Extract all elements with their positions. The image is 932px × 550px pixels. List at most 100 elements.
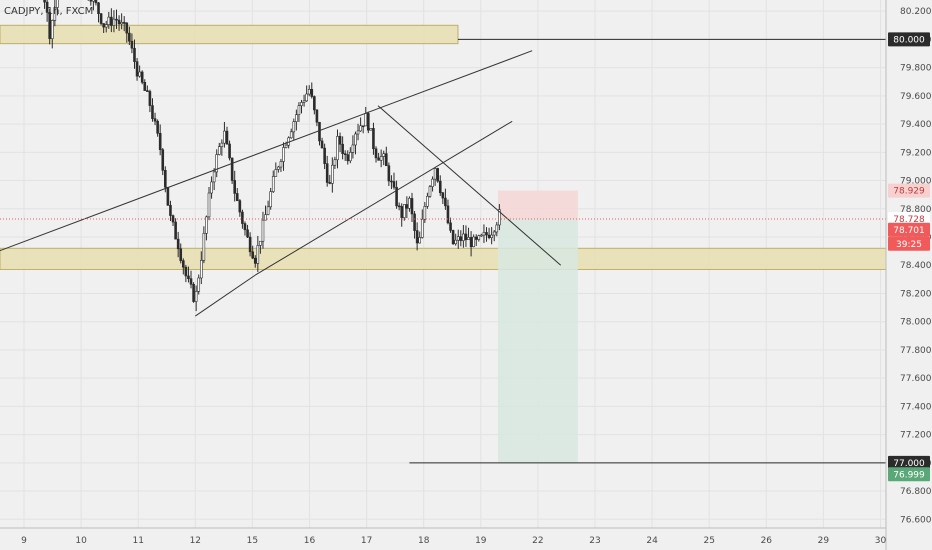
x-tick-label: 18: [418, 536, 430, 546]
candle-body: [179, 248, 183, 261]
candle: [225, 126, 229, 145]
candle: [210, 176, 213, 199]
candle-body: [320, 140, 324, 149]
candle-body: [217, 146, 221, 155]
candle-body: [338, 136, 342, 145]
candle-body: [282, 147, 285, 162]
candle: [104, 20, 108, 33]
y-tick-label: 78.200: [900, 289, 932, 299]
current-price-badge: 78.728: [893, 215, 925, 225]
candle-body: [426, 196, 429, 207]
candle-body: [292, 121, 296, 133]
candle-body: [43, 0, 46, 3]
candle-body: [223, 130, 226, 144]
candle: [92, 0, 95, 11]
candle: [282, 142, 285, 171]
candle: [382, 150, 386, 166]
candle: [259, 240, 262, 254]
candle-body: [125, 22, 129, 34]
candle-body: [212, 171, 216, 183]
candle-body: [433, 168, 437, 180]
candle-body: [233, 180, 236, 194]
candle: [251, 245, 254, 260]
trendline[interactable]: [195, 274, 256, 317]
candle-body: [495, 224, 499, 233]
candle-body: [482, 232, 486, 236]
candle-body: [333, 159, 337, 166]
candle: [269, 187, 272, 210]
candle: [230, 157, 234, 184]
level-80-badge-bg: [888, 32, 930, 47]
candle: [53, 0, 57, 27]
countdown-badge-bg: [888, 236, 930, 251]
candle-body: [99, 13, 103, 24]
drawn-lines[interactable]: [0, 38, 886, 464]
trendline[interactable]: [254, 120, 513, 276]
candle: [182, 258, 185, 275]
candle: [490, 227, 493, 245]
candle: [459, 230, 463, 247]
candle-body: [441, 192, 445, 199]
candle: [331, 157, 334, 193]
take-profit-area[interactable]: [497, 218, 578, 463]
candle: [395, 180, 398, 209]
candle-body: [408, 198, 411, 209]
candle-body: [97, 2, 100, 14]
x-tick-label: 24: [646, 536, 658, 546]
trendline[interactable]: [0, 50, 533, 266]
candle-body: [297, 105, 301, 116]
candle: [477, 234, 481, 242]
candle: [361, 125, 365, 134]
candle: [56, 0, 59, 16]
target-price-badge-bg: [888, 467, 930, 482]
candle: [130, 33, 134, 54]
y-tick-label: 77.600: [900, 374, 932, 384]
candle: [246, 224, 249, 238]
candle-body: [341, 143, 344, 154]
candle-body: [323, 147, 326, 164]
trendline[interactable]: [377, 105, 562, 266]
candle: [433, 167, 437, 186]
x-tick-label: 9: [21, 536, 27, 546]
candle: [351, 135, 355, 159]
candle: [420, 209, 424, 239]
candle: [436, 167, 439, 183]
candle: [359, 117, 362, 132]
stop-loss-area[interactable]: [497, 190, 578, 219]
candle: [228, 140, 231, 161]
candle: [356, 123, 360, 141]
y-tick-label: 79.200: [900, 148, 932, 158]
candle: [446, 199, 450, 225]
candle: [207, 187, 211, 221]
candle-body: [225, 130, 229, 145]
candle-body: [230, 157, 234, 181]
candle: [349, 147, 352, 164]
candle-body: [148, 91, 152, 106]
candle: [423, 201, 427, 223]
candle-body: [197, 277, 201, 292]
candle-body: [397, 205, 401, 208]
price-zones: [0, 24, 887, 270]
candle-body: [194, 291, 198, 302]
candle-body: [467, 237, 470, 241]
candle-body: [384, 153, 388, 167]
candle-body: [377, 157, 380, 161]
candle-body: [104, 24, 108, 28]
candle-body: [110, 16, 113, 26]
short-position-tool[interactable]: [497, 190, 578, 463]
candle-body: [395, 187, 398, 207]
x-tick-label: 29: [818, 536, 830, 546]
candle: [307, 85, 311, 97]
time-axis[interactable]: 9 10 11 12 15 16 17 18 19 22 23 24 25 26 29 30: [21, 536, 886, 546]
candle: [462, 225, 465, 248]
candle: [315, 109, 319, 127]
candle: [89, 0, 93, 6]
candle-body: [343, 153, 347, 156]
candle-body: [45, 1, 49, 13]
candle-body: [469, 237, 473, 248]
candle-body: [256, 245, 260, 264]
candle: [187, 266, 190, 283]
candle-body: [215, 154, 219, 173]
candle: [176, 231, 180, 258]
